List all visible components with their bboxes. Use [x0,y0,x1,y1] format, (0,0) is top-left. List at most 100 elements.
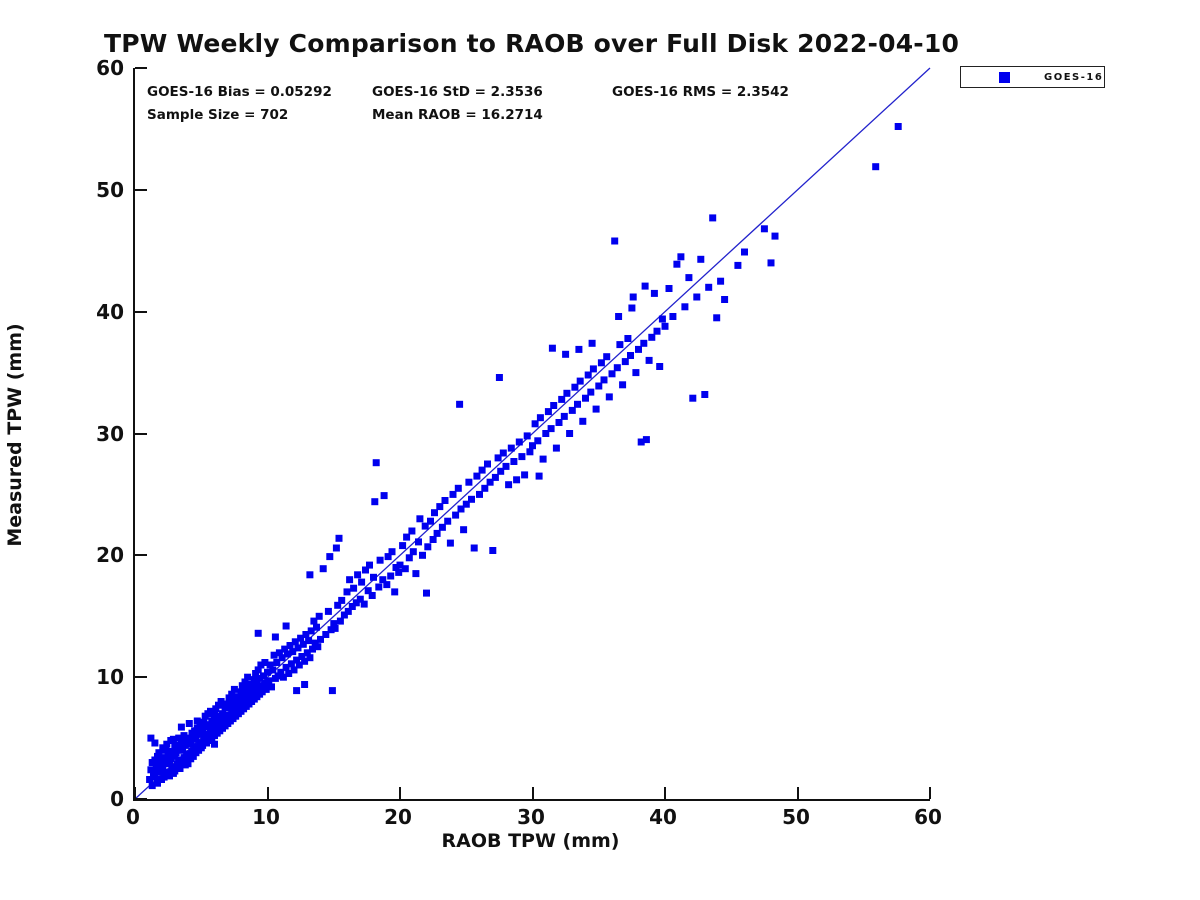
data-point [148,759,156,766]
data-point [147,766,155,774]
data-point [510,458,518,465]
data-point [760,225,768,233]
data-point [187,740,195,748]
data-point [148,782,156,790]
plot-area [133,67,931,801]
data-point [589,365,597,373]
data-point [335,534,343,542]
data-point [264,668,271,676]
data-point [416,515,424,523]
data-point [395,568,403,576]
data-point [241,678,249,686]
data-point [163,740,171,748]
data-point [322,631,330,638]
data-point [579,417,587,425]
x-tick-mark [664,787,666,799]
y-tick-mark [135,189,147,191]
data-point [449,490,457,498]
data-point [771,232,779,240]
data-point [189,752,197,760]
data-point [452,511,460,519]
x-tick-label: 50 [782,805,810,829]
data-point [717,277,725,285]
data-point [494,454,502,462]
data-point [595,382,603,390]
data-point [332,544,340,552]
data-point [160,754,168,762]
data-point [306,571,314,579]
data-point [535,472,543,480]
data-point [330,620,338,628]
data-point [495,374,503,381]
data-point [701,391,709,398]
stat-bias: GOES-16 Bias = 0.05292 [147,84,332,100]
data-point [172,749,180,757]
data-point [159,762,167,770]
data-point [894,123,902,130]
data-point [169,735,177,743]
data-point [151,773,159,781]
x-tick-mark [929,787,931,799]
data-point [260,672,267,680]
x-tick-mark [399,787,401,799]
data-point [254,666,262,674]
y-axis-label: Measured TPW (mm) [4,323,26,547]
data-point [258,688,266,696]
data-point [558,395,566,403]
data-point [248,681,256,688]
data-point [568,406,576,414]
data-point [262,685,270,693]
data-point [289,648,297,656]
data-point [152,763,160,771]
data-point [215,701,222,709]
legend-label: GOES-16 [1044,71,1104,83]
data-point [257,661,265,669]
data-point [563,389,571,397]
data-point [171,752,179,760]
data-point [309,645,316,653]
data-point [257,682,265,690]
data-point [392,564,400,571]
data-point [635,345,642,353]
data-point [164,751,172,759]
data-point [306,654,314,662]
data-point [562,350,570,358]
data-point [615,313,623,320]
data-point [293,687,301,695]
data-point [502,462,510,470]
data-point [245,684,253,692]
data-point [531,420,539,428]
x-tick-label: 0 [126,805,140,829]
data-point [193,717,201,725]
data-point [217,698,225,705]
data-point [370,573,377,581]
data-point [366,561,373,569]
data-point [645,356,653,364]
data-point [423,589,430,597]
data-point [205,721,213,729]
data-point [185,734,193,742]
data-point [681,303,689,311]
y-tick-mark [135,676,147,678]
data-point [628,304,636,312]
data-point [184,760,192,768]
chart-title: TPW Weekly Comparison to RAOB over Full … [104,29,960,58]
data-point [872,163,880,171]
data-point [403,533,411,541]
data-point [228,690,236,698]
data-point [741,248,748,256]
x-tick-mark [797,787,799,799]
data-point [307,627,315,635]
data-point [147,734,155,742]
data-point [328,687,336,695]
data-point [176,743,184,751]
x-tick-label: 60 [914,805,942,829]
data-point [642,436,650,444]
data-point [177,738,185,746]
y-tick-label: 40 [96,300,124,324]
data-point [368,592,376,599]
data-point [158,767,165,775]
data-point [721,296,729,303]
data-point [344,607,352,615]
data-point [313,623,320,631]
